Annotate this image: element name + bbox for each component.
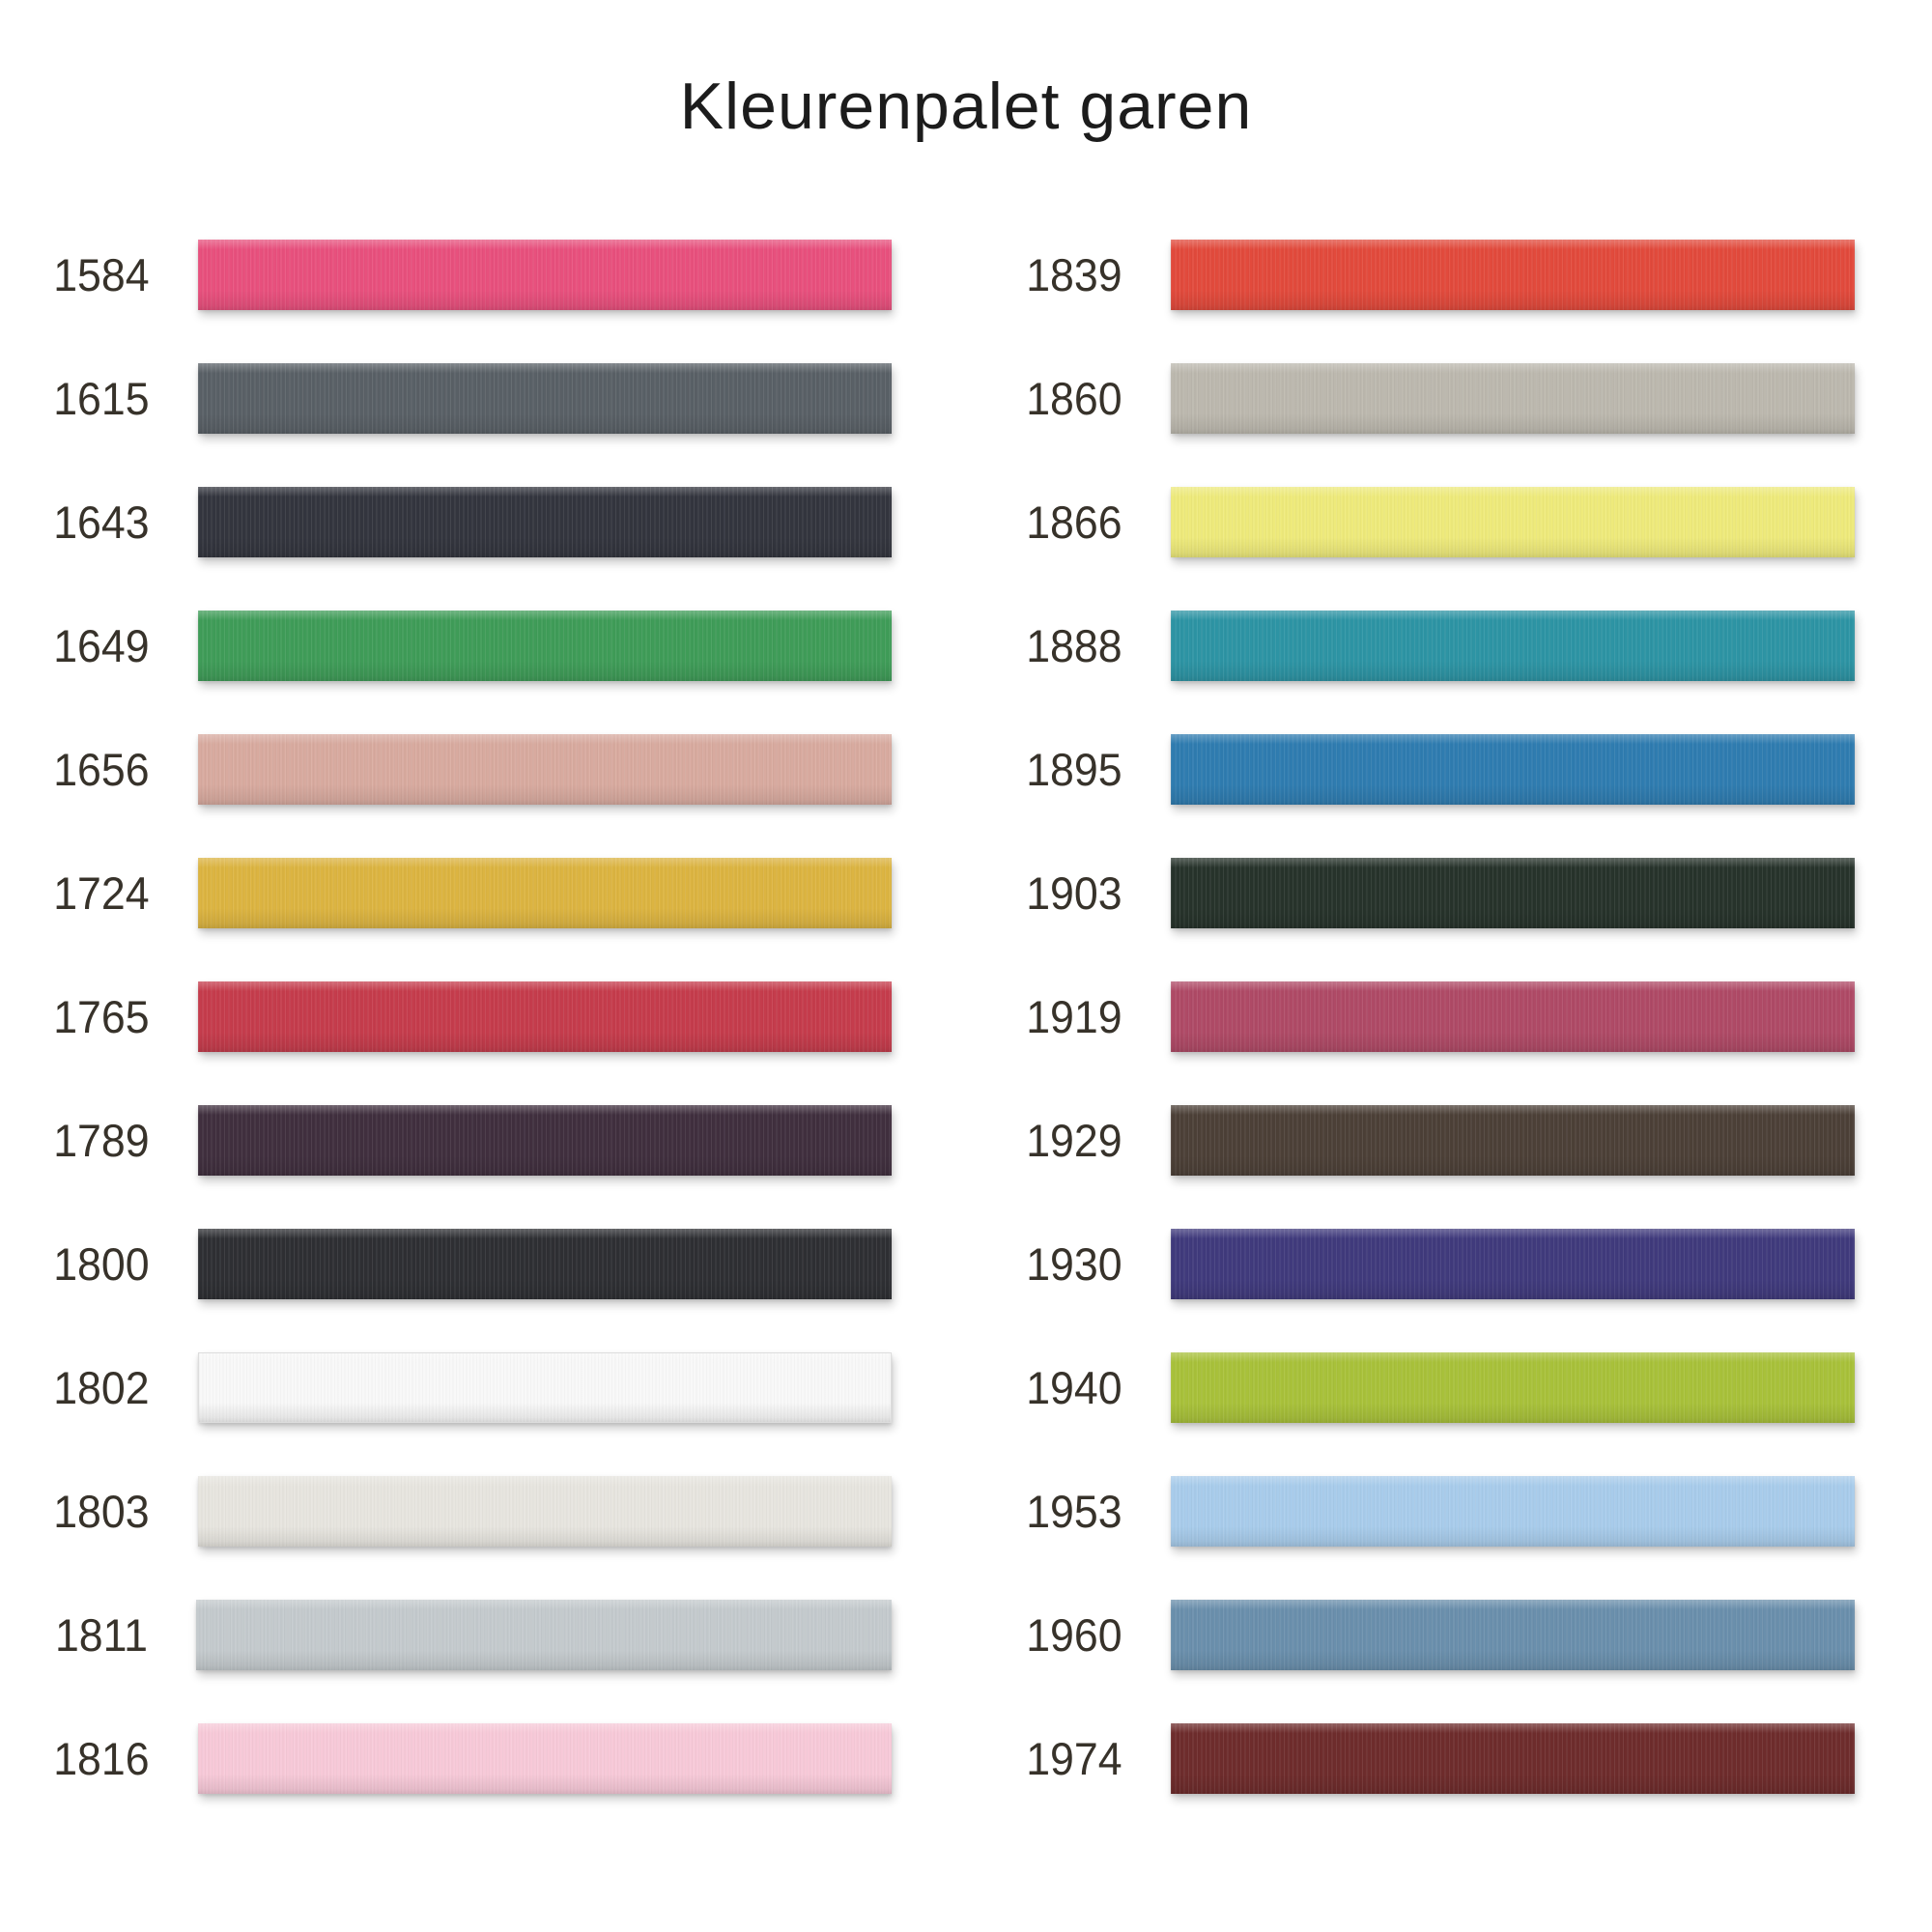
color-swatch: [197, 1722, 892, 1794]
color-code-label: 1903: [1026, 867, 1122, 919]
palette-row: 1800: [48, 1228, 892, 1299]
color-code-label: 1960: [1026, 1608, 1122, 1661]
color-code-label: 1811: [54, 1608, 148, 1661]
color-code-label: 1888: [1026, 619, 1122, 671]
palette-row: 1903: [1021, 857, 1855, 928]
color-swatch: [197, 733, 892, 805]
palette-row: 1643: [48, 486, 892, 557]
color-code-label: 1895: [1026, 743, 1122, 795]
color-code-label: 1656: [53, 743, 150, 795]
color-swatch: [197, 1475, 892, 1547]
color-code-label: 1724: [53, 867, 150, 919]
color-swatch: [1170, 1228, 1855, 1299]
color-swatch: [1170, 1722, 1855, 1794]
color-swatch: [1170, 980, 1855, 1052]
color-swatch: [197, 857, 892, 928]
palette-row: 1816: [48, 1722, 892, 1794]
page-title: Kleurenpalet garen: [679, 70, 1253, 143]
palette-column-right: 1839 1860 1866 1888 1895 1903 1919 1929 1930 1940…: [1021, 239, 1855, 1794]
color-code-label: 1615: [53, 372, 150, 424]
color-swatch: [1170, 857, 1855, 928]
color-swatch: [197, 362, 892, 434]
color-code-label: 1866: [1026, 496, 1122, 548]
color-code-label: 1649: [53, 619, 150, 671]
palette-row: 1656: [48, 733, 892, 805]
color-swatch: [1170, 610, 1855, 681]
color-swatch: [197, 1228, 892, 1299]
color-swatch: [1170, 1351, 1855, 1423]
color-code-label: 1802: [53, 1361, 150, 1413]
color-code-label: 1940: [1026, 1361, 1122, 1413]
palette-grid: 1584 1615 1643 1649 1656 1724 1765 1789 1800 1802…: [0, 239, 1932, 1794]
palette-row: 1866: [1021, 486, 1855, 557]
color-swatch: [1170, 1475, 1855, 1547]
color-swatch: [1170, 733, 1855, 805]
palette-row: 1584: [48, 239, 892, 310]
palette-row: 1974: [1021, 1722, 1855, 1794]
palette-row: 1940: [1021, 1351, 1855, 1423]
palette-row: 1802: [48, 1351, 892, 1423]
color-code-label: 1800: [53, 1237, 150, 1290]
palette-row: 1953: [1021, 1475, 1855, 1547]
color-code-label: 1584: [53, 248, 150, 300]
palette-row: 1615: [48, 362, 892, 434]
color-code-label: 1816: [53, 1732, 150, 1784]
palette-row: 1960: [1021, 1599, 1855, 1670]
palette-row: 1919: [1021, 980, 1855, 1052]
palette-row: 1839: [1021, 239, 1855, 310]
palette-row: 1789: [48, 1104, 892, 1176]
color-code-label: 1930: [1026, 1237, 1122, 1290]
color-code-label: 1860: [1026, 372, 1122, 424]
color-code-label: 1919: [1026, 990, 1122, 1042]
palette-column-left: 1584 1615 1643 1649 1656 1724 1765 1789 1800 1802…: [48, 239, 892, 1794]
palette-row: 1895: [1021, 733, 1855, 805]
palette-row: 1929: [1021, 1104, 1855, 1176]
color-swatch: [197, 486, 892, 557]
color-code-label: 1839: [1026, 248, 1122, 300]
palette-row: 1860: [1021, 362, 1855, 434]
color-code-label: 1974: [1026, 1732, 1122, 1784]
color-code-label: 1643: [53, 496, 150, 548]
color-swatch: [197, 610, 892, 681]
color-swatch: [1170, 362, 1855, 434]
color-swatch: [196, 1599, 892, 1670]
palette-row: 1724: [48, 857, 892, 928]
color-swatch: [1170, 1104, 1855, 1176]
color-swatch: [197, 1104, 892, 1176]
palette-row: 1649: [48, 610, 892, 681]
color-code-label: 1765: [53, 990, 150, 1042]
color-code-label: 1929: [1026, 1114, 1122, 1166]
color-code-label: 1953: [1026, 1485, 1122, 1537]
palette-row: 1811: [48, 1599, 892, 1670]
color-swatch: [1170, 239, 1855, 310]
color-swatch: [1170, 486, 1855, 557]
color-code-label: 1789: [53, 1114, 150, 1166]
palette-row: 1888: [1021, 610, 1855, 681]
color-swatch: [197, 1351, 892, 1423]
palette-row: 1803: [48, 1475, 892, 1547]
palette-row: 1765: [48, 980, 892, 1052]
color-swatch: [197, 239, 892, 310]
color-swatch: [197, 980, 892, 1052]
palette-row: 1930: [1021, 1228, 1855, 1299]
color-swatch: [1170, 1599, 1855, 1670]
color-code-label: 1803: [53, 1485, 150, 1537]
